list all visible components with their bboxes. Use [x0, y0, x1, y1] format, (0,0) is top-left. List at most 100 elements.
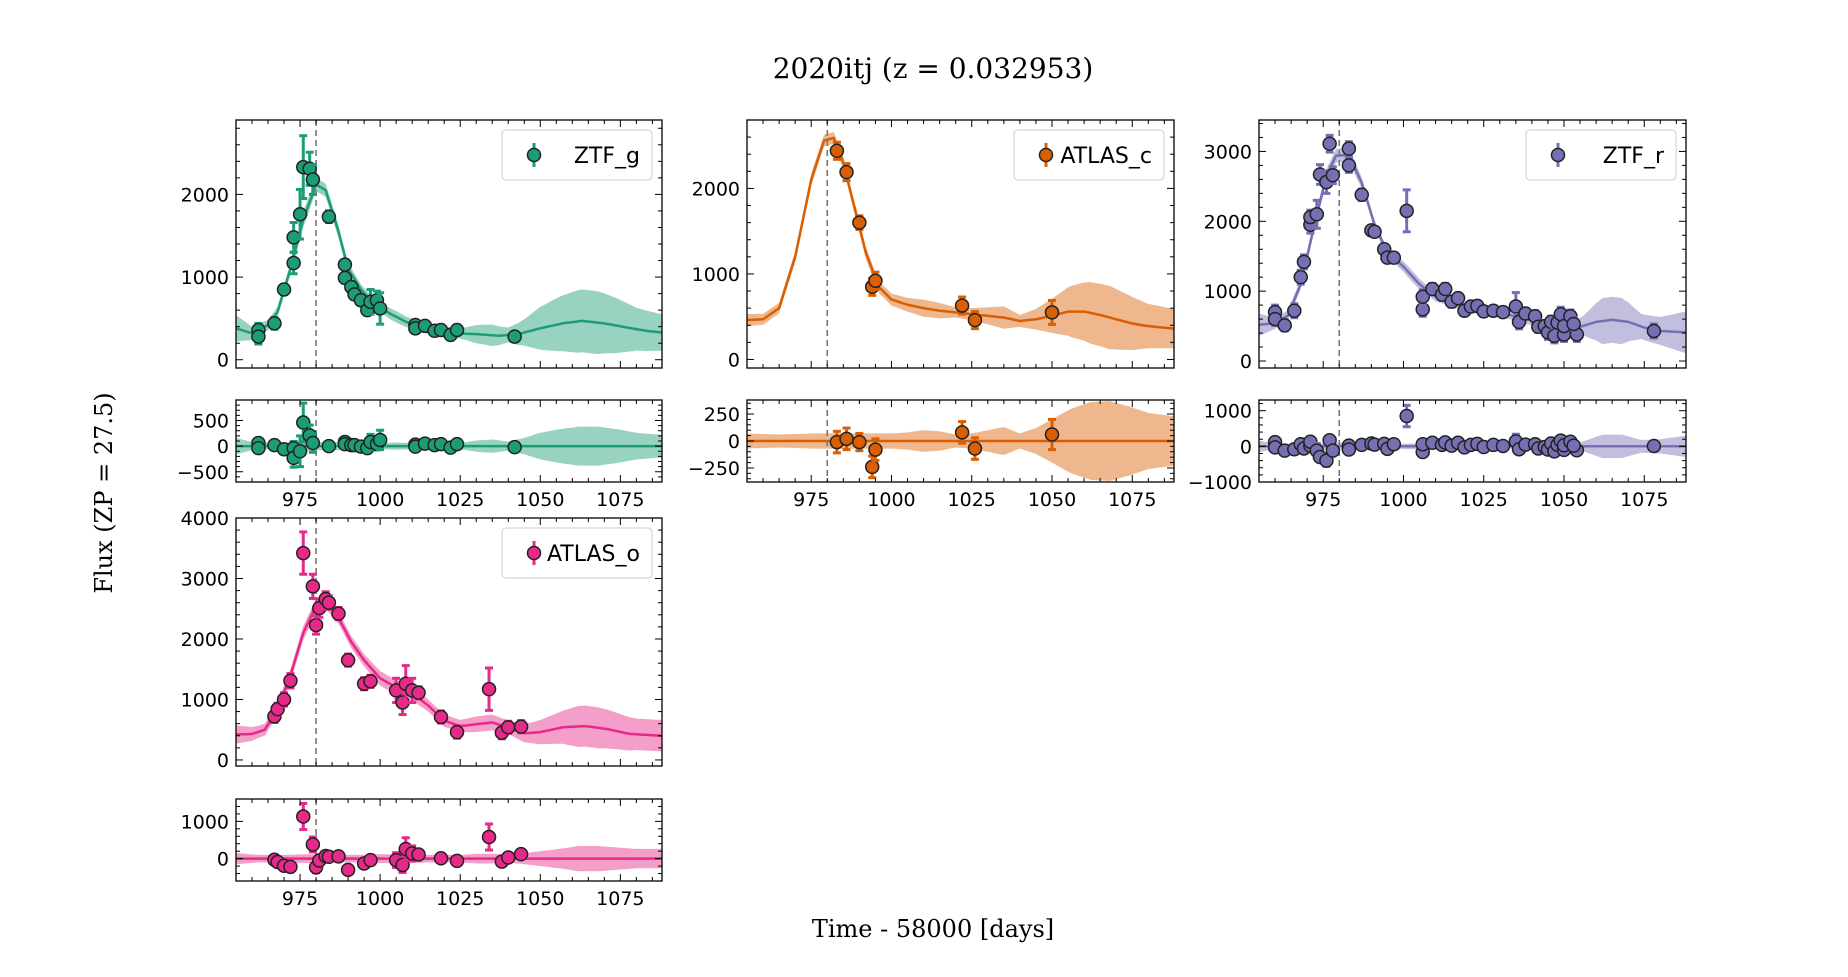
- ztf-g-residual-y-tick-label: −500: [177, 462, 229, 484]
- ztf-g-residual-y-tick-label: 0: [217, 436, 229, 458]
- atlas-o-flux-legend-box: [501, 527, 653, 579]
- ztf-g-flux-data-point: [321, 209, 337, 224]
- atlas-o-residual-y-tick-label: 0: [217, 849, 229, 871]
- atlas-c-residual-x-tick-label: 1000: [867, 489, 915, 511]
- atlas-c-residual-data-point: [954, 425, 970, 440]
- ztf-r-flux-data-point: [1341, 141, 1357, 156]
- ztf-r-residual-y-tick-label: 0: [1240, 436, 1252, 458]
- atlas-c-flux-data-point: [829, 143, 845, 159]
- ztf-g-flux-data-point: [337, 257, 353, 272]
- ztf-r-flux-data-point: [1309, 207, 1325, 222]
- atlas-o-residual-data-point: [305, 837, 321, 852]
- atlas-c-residual-y-tick-label: 0: [728, 431, 740, 453]
- ztf-r-residual-data-point: [1386, 436, 1402, 452]
- atlas-c-residual-data-point: [839, 431, 854, 447]
- ztf-g-flux-legend-box: [501, 129, 653, 181]
- ztf-r-residual-panel: 975 1000 1025 1050 1075 −1000 0 1000: [1188, 399, 1687, 511]
- ztf-r-flux-data-point: [1293, 269, 1308, 285]
- atlas-c-flux-y-tick-label: 1000: [692, 264, 740, 286]
- ztf-g-flux-data-point: [286, 230, 301, 245]
- ztf-r-flux-plot-area: [1259, 120, 1686, 368]
- ztf-r-flux-data-point: [1277, 318, 1292, 333]
- ztf-g-flux-data-point: [286, 255, 301, 271]
- ztf-r-residual-data-point: [1646, 438, 1662, 454]
- atlas-c-flux-legend-box: [1013, 129, 1165, 181]
- ztf-r-residual-x-tick-label: 1050: [1540, 489, 1588, 511]
- atlas-c-flux-y-tick-label: 2000: [692, 178, 740, 200]
- atlas-c-residual-x-tick-label: 975: [793, 489, 829, 511]
- atlas-o-flux-data-point: [305, 579, 321, 594]
- atlas-c-flux-panel: 0 1000 2000 ATLAS_c: [692, 119, 1175, 371]
- atlas-o-residual-frame: [235, 798, 663, 882]
- atlas-c-flux-uncertainty-band: [747, 132, 1174, 350]
- atlas-c-residual-x-tick-label: 1050: [1028, 489, 1076, 511]
- ztf-g-flux-y-tick-label: 1000: [181, 267, 229, 289]
- atlas-o-flux-legend-marker: [526, 545, 542, 561]
- ztf-r-flux-data-point: [1495, 304, 1511, 320]
- ztf-r-residual-data-point: [1399, 408, 1414, 424]
- atlas-o-flux-data-point: [340, 652, 356, 668]
- atlas-c-flux-data-point: [868, 273, 883, 289]
- ztf-r-flux-data-point: [1354, 187, 1369, 202]
- atlas-o-flux-y-tick-label: 1000: [181, 689, 229, 711]
- ztf-r-flux-data-point: [1287, 303, 1302, 318]
- atlas-o-flux-model-line: [236, 601, 662, 738]
- atlas-o-flux-data-point: [513, 719, 529, 734]
- ztf-g-residual-data-point: [296, 415, 311, 430]
- atlas-c-residual-x-tick-label: 1025: [948, 489, 996, 511]
- atlas-o-flux-data-point: [321, 595, 337, 610]
- atlas-c-flux-legend-label: ATLAS_c: [1060, 144, 1152, 169]
- ztf-r-flux-data-point: [1450, 290, 1466, 306]
- atlas-o-flux-data-point: [308, 617, 324, 633]
- ztf-r-residual-data-point: [1325, 443, 1341, 458]
- ztf-r-residual-data-point: [1495, 438, 1511, 454]
- ztf-r-residual-x-tick-label: 1075: [1620, 489, 1668, 511]
- ztf-g-residual-y-tick-label: 500: [193, 411, 229, 433]
- ztf-r-flux-legend-label: ZTF_r: [1603, 144, 1665, 169]
- atlas-o-flux-data-point: [283, 673, 298, 688]
- atlas-o-residual-plot-area: [236, 799, 662, 881]
- atlas-c-flux-data-point: [1044, 305, 1060, 320]
- atlas-c-flux-frame: [746, 119, 1175, 369]
- ztf-r-residual-data-point: [1566, 438, 1581, 453]
- atlas-o-residual-data-point: [331, 849, 346, 864]
- ztf-r-flux-data-point: [1322, 136, 1337, 152]
- atlas-o-residual-x-tick-label: 1050: [516, 888, 564, 910]
- atlas-o-flux-data-point: [411, 685, 426, 701]
- atlas-c-residual-data-point: [1044, 427, 1060, 442]
- atlas-o-flux-frame: [235, 517, 663, 767]
- atlas-o-flux-data-point: [481, 681, 497, 697]
- ztf-r-flux-data-point: [1437, 281, 1453, 297]
- ztf-r-residual-data-point: [1341, 442, 1357, 457]
- atlas-c-flux-data-point: [852, 215, 867, 230]
- atlas-o-flux-data-point: [296, 545, 311, 561]
- atlas-o-residual-data-point: [340, 862, 356, 878]
- ztf-r-residual-x-tick-label: 975: [1305, 489, 1341, 511]
- atlas-c-residual-y-tick-label: −250: [688, 458, 740, 480]
- atlas-o-residual-data-point: [433, 851, 449, 866]
- atlas-o-residual-x-tick-label: 975: [282, 888, 318, 910]
- ztf-r-flux-y-tick-label: 1000: [1204, 281, 1252, 303]
- ztf-r-flux-y-tick-label: 2000: [1204, 211, 1252, 233]
- ztf-g-flux-y-tick-label: 2000: [181, 184, 229, 206]
- atlas-c-residual-data-point: [864, 459, 880, 475]
- atlas-o-residual-data-point: [481, 829, 497, 845]
- ztf-r-residual-plot-area: [1259, 400, 1686, 482]
- ztf-r-flux-data-point: [1367, 224, 1382, 240]
- ztf-r-flux-y-tick-label: 0: [1240, 351, 1252, 373]
- atlas-o-flux-plot-area: [236, 518, 662, 766]
- ztf-r-flux-data-point: [1386, 250, 1402, 265]
- ztf-r-residual-data-point: [1319, 453, 1334, 468]
- atlas-o-residual-data-point: [411, 847, 426, 862]
- ztf-r-residual-x-tick-label: 1025: [1460, 489, 1508, 511]
- atlas-c-residual-data-point: [852, 434, 867, 450]
- ztf-r-flux-panel: 0 1000 2000 3000 ZTF_r: [1204, 119, 1687, 373]
- figure-title: 2020itj (z = 0.032953): [773, 52, 1094, 85]
- atlas-o-residual-x-tick-label: 1025: [436, 888, 484, 910]
- atlas-o-residual-panel: 975 1000 1025 1050 1075 0 1000: [181, 798, 663, 910]
- ztf-g-residual-x-tick-label: 975: [282, 489, 318, 511]
- atlas-o-flux-y-tick-label: 0: [217, 750, 229, 772]
- ztf-g-flux-y-tick-label: 0: [217, 350, 229, 372]
- atlas-c-flux-data-point: [839, 164, 854, 180]
- atlas-o-residual-data-point: [363, 852, 378, 868]
